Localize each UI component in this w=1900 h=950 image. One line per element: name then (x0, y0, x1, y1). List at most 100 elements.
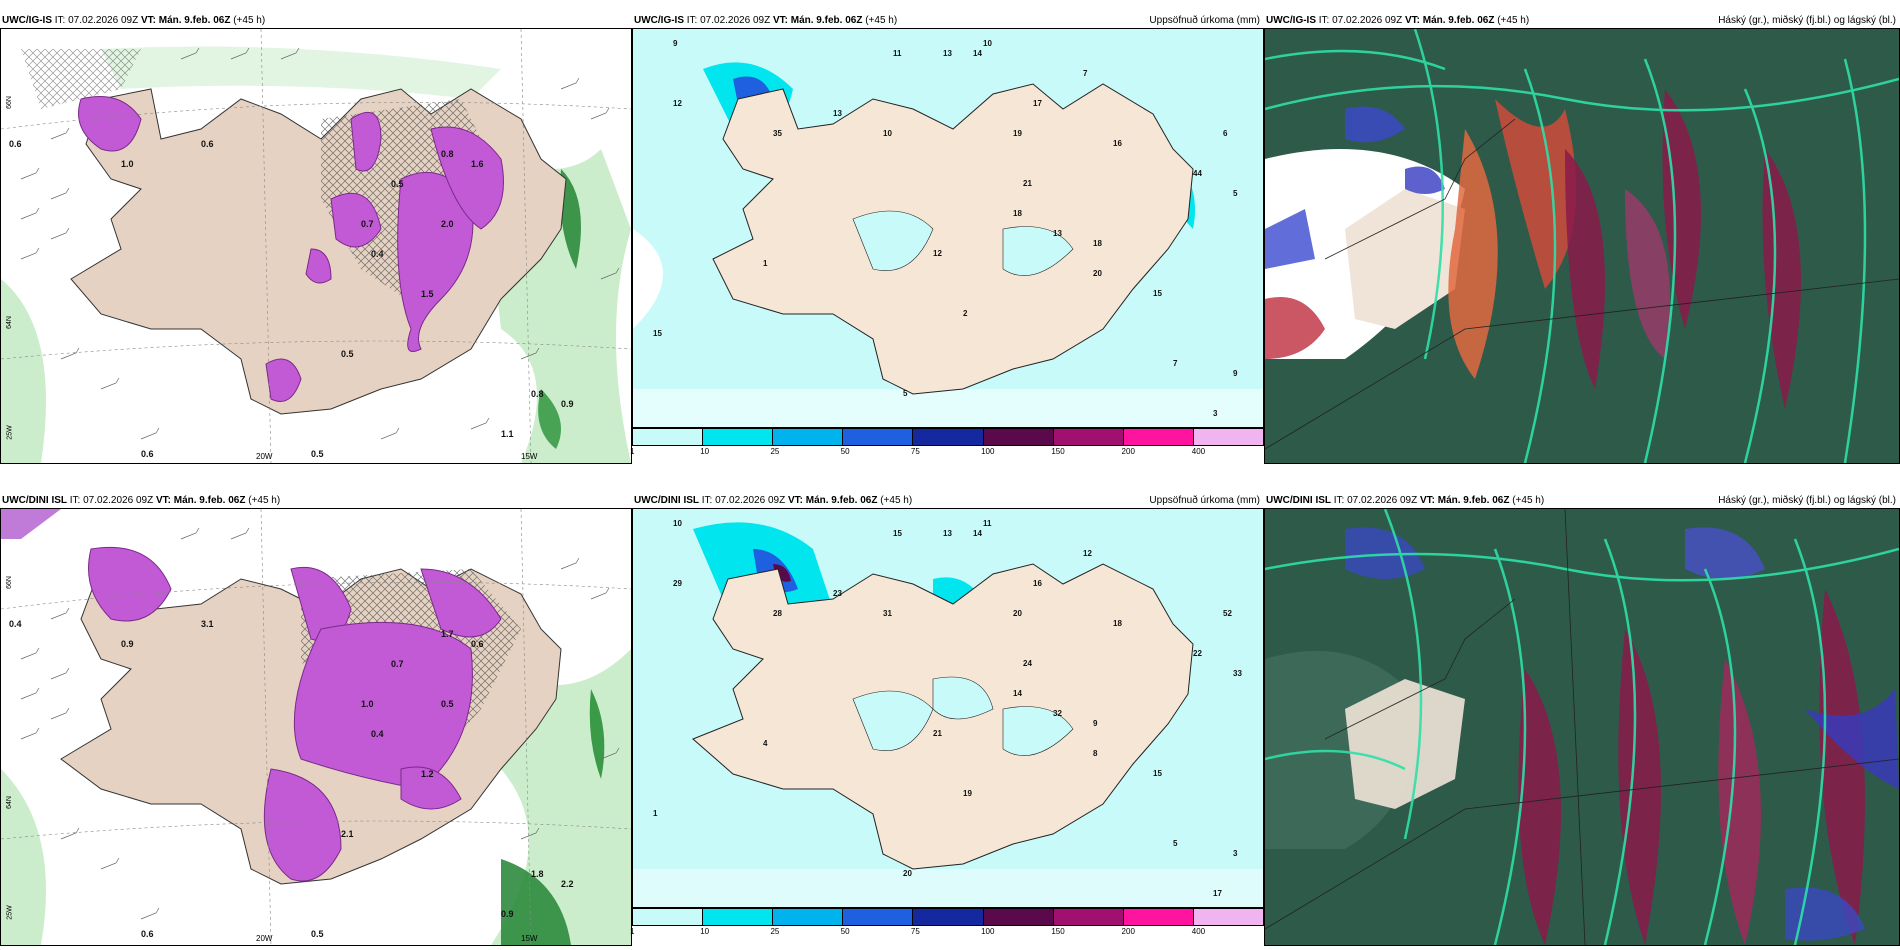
cloud-title: Háský (gr.), miðský (fj.bl.) og lágský (… (1718, 15, 1896, 26)
precip-value-label: 23 (833, 589, 842, 598)
model-name: UWC/DINI ISL (1266, 495, 1331, 506)
precip-value-label: 35 (773, 129, 782, 138)
lon-label-25w: 25W (6, 425, 14, 440)
row2-cloud-panel: UWC/DINI ISL IT: 07.02.2026 09Z VT: Mán.… (1264, 494, 1900, 946)
cloud-map[interactable] (1264, 508, 1900, 946)
colorbar-segment (1193, 429, 1263, 445)
panel-header: UWC/DINI ISL IT: 07.02.2026 09Z VT: Mán.… (1264, 494, 1900, 508)
precip-value-label: 20 (1093, 269, 1102, 278)
precip-value-label: 29 (673, 579, 682, 588)
colorbar-segment (633, 429, 704, 445)
colorbar-segment (703, 909, 774, 925)
colorbar-tick-label: 10 (700, 447, 710, 456)
colorbar-tick-label: 25 (770, 927, 780, 936)
vt-label: VT: (1419, 495, 1435, 506)
precip-value-label: 12 (1083, 549, 1092, 558)
wind-value-label: 0.4 (9, 619, 22, 629)
precip-value-label: 8 (1093, 749, 1098, 758)
precip-value-label: 5 (1173, 839, 1178, 848)
lead-time: (+45 h) (233, 15, 266, 26)
wind-value-label: 0.6 (141, 929, 154, 939)
lat-label-66n: 66N (5, 96, 13, 109)
precip-value-label: 4 (763, 739, 768, 748)
precip-value-label: 21 (1023, 179, 1032, 188)
wind-value-label: 0.6 (471, 639, 484, 649)
wind-value-label: 0.4 (371, 729, 384, 739)
model-name: UWC/IG-IS (634, 15, 684, 26)
precip-title: Uppsöfnuð úrkoma (mm) (1149, 495, 1260, 506)
colorbar-tick-label: 75 (910, 927, 920, 936)
wind-value-label: 1.1 (501, 429, 514, 439)
it-value: 07.02.2026 09Z (68, 15, 139, 26)
precip-value-label: 3 (1213, 409, 1218, 418)
precip-value-label: 15 (653, 329, 662, 338)
wind-value-label: 1.6 (471, 159, 484, 169)
lat-label-64n: 64N (5, 316, 13, 329)
precip-value-label: 20 (903, 869, 912, 878)
precip-map[interactable]: 10 15 13 14 11 12 29 28 23 20 24 31 16 18 14 22 33 52 32 21… (632, 508, 1264, 908)
precip-value-label: 13 (1053, 229, 1062, 238)
it-label: IT: (1333, 495, 1345, 506)
precip-value-label: 18 (1113, 619, 1122, 628)
colorbar-tick-label: 150 (1051, 927, 1065, 936)
precip-colorbar (632, 428, 1264, 446)
precip-value-label: 17 (1213, 889, 1222, 898)
colorbar-tick-label: 200 (1121, 927, 1135, 936)
wind-value-label: 0.5 (311, 449, 324, 459)
precip-value-label: 21 (933, 729, 942, 738)
colorbar-segment (703, 429, 774, 445)
precip-value-label: 10 (883, 129, 892, 138)
panel-header: UWC/DINI ISL IT: 07.02.2026 09Z VT: Mán.… (632, 494, 1264, 508)
colorbar-segment (983, 429, 1054, 445)
lat-label-64n: 64N (5, 796, 13, 809)
row1-cloud-panel: UWC/IG-IS IT: 07.02.2026 09Z VT: Mán. 9.… (1264, 14, 1900, 464)
precip-value-label: 13 (833, 109, 842, 118)
lead-time: (+45 h) (1497, 15, 1530, 26)
precip-value-label: 17 (1033, 99, 1042, 108)
precip-value-label: 10 (983, 39, 992, 48)
panel-header: UWC/DINI ISL IT: 07.02.2026 09Z VT: Mán.… (0, 494, 632, 508)
colorbar-tick-label: 50 (840, 447, 850, 456)
wind-value-label: 0.9 (121, 639, 134, 649)
precip-colorbar (632, 908, 1264, 926)
it-value: 07.02.2026 09Z (715, 495, 786, 506)
vt-value: Mán. 9.feb. 06Z (158, 15, 231, 26)
cloud-map[interactable] (1264, 28, 1900, 464)
precip-value-label: 15 (893, 529, 902, 538)
it-label: IT: (686, 15, 698, 26)
wind-map[interactable]: 20W 15W 66N 64N 25W 0.4 3.1 1.7 0.9 0.6 1.2 0.… (0, 508, 632, 946)
precip-value-label: 15 (1153, 289, 1162, 298)
colorbar-tick-label: 1 (630, 447, 635, 456)
precip-value-label: 15 (1153, 769, 1162, 778)
wind-value-label: 1.5 (421, 289, 434, 299)
wind-value-label: 1.0 (361, 699, 374, 709)
wind-map[interactable]: 20W 15W 66N 64N 25W 0.6 0.6 0.8 1.0 1.6 1.5 2.… (0, 28, 632, 464)
colorbar-tick-label: 10 (700, 927, 710, 936)
colorbar-tick-label: 400 (1191, 447, 1206, 456)
lat-label-66n: 66N (5, 576, 13, 589)
wind-value-label: 0.7 (391, 659, 404, 669)
colorbar-tick-label: 200 (1121, 447, 1135, 456)
vt-value: Mán. 9.feb. 06Z (173, 495, 246, 506)
it-value: 07.02.2026 09Z (83, 495, 154, 506)
wind-value-label: 3.1 (201, 619, 214, 629)
colorbar-segment (843, 429, 914, 445)
row2-wind-panel: UWC/DINI ISL IT: 07.02.2026 09Z VT: Mán.… (0, 494, 632, 946)
precip-map[interactable]: 9 11 13 14 10 7 12 35 13 19 21 10 17 16 18 44 5 6 13 12 15 20… (632, 28, 1264, 428)
precip-value-label: 5 (903, 389, 908, 398)
colorbar-segment (1123, 909, 1194, 925)
precip-value-label: 44 (1193, 169, 1202, 178)
precip-value-label: 6 (1223, 129, 1228, 138)
precip-value-label: 13 (943, 529, 952, 538)
precip-value-label: 32 (1053, 709, 1062, 718)
precip-value-label: 19 (1013, 129, 1022, 138)
colorbar-segment (1053, 909, 1124, 925)
colorbar-labels: 1 10 25 50 75 100 150 200 400 (630, 927, 1264, 937)
panel-header: UWC/IG-IS IT: 07.02.2026 09Z VT: Mán. 9.… (1264, 14, 1900, 28)
precip-value-label: 12 (673, 99, 682, 108)
precip-value-label: 1 (653, 809, 658, 818)
vt-value: Mán. 9.feb. 06Z (1422, 15, 1495, 26)
wind-value-label: 0.4 (371, 249, 384, 259)
vt-value: Mán. 9.feb. 06Z (805, 495, 878, 506)
vt-label: VT: (155, 495, 171, 506)
